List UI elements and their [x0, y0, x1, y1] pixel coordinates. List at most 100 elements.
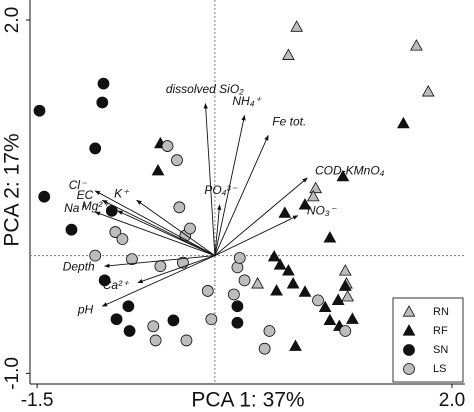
point [323, 313, 337, 325]
loading-arrow [214, 204, 222, 256]
loading-arrow [214, 134, 269, 256]
point [318, 300, 332, 313]
loading-label: pH [77, 303, 94, 317]
point [123, 325, 136, 337]
legend-label: LS [433, 363, 446, 375]
loading-label: Depth [63, 259, 95, 273]
point [96, 96, 109, 109]
point [270, 284, 283, 296]
legend-label: RN [433, 306, 449, 318]
legend-marker [402, 305, 416, 317]
loading-arrow [214, 215, 299, 257]
loading-arrow [117, 210, 216, 257]
point [89, 249, 102, 262]
loading-arrow [137, 255, 216, 284]
y-tick-label: 2.0 [2, 7, 23, 33]
point [205, 313, 218, 326]
point [346, 312, 359, 324]
point [161, 140, 174, 152]
loading-label: K⁺ [114, 187, 130, 201]
loading-arrow [104, 255, 215, 268]
loading-arrow [101, 199, 216, 257]
loading-arrow [94, 190, 216, 257]
point [65, 223, 78, 236]
point [290, 20, 304, 32]
point [227, 288, 240, 301]
point [147, 320, 160, 333]
point [251, 277, 264, 289]
point [89, 142, 102, 155]
point [122, 300, 135, 313]
point [309, 181, 323, 194]
point [336, 169, 350, 182]
legend-marker [402, 324, 416, 336]
point [258, 342, 271, 355]
legend-label: SN [433, 344, 448, 356]
loading-label: dissolved SiO₂ [166, 82, 244, 96]
point [233, 252, 246, 264]
point [273, 258, 287, 270]
loading-label: Fe tot. [272, 114, 306, 128]
point [238, 274, 251, 287]
point [263, 325, 276, 337]
loading-arrow [203, 103, 216, 256]
x-tick-label: -1.5 [21, 390, 54, 411]
loading-arrow [94, 211, 216, 257]
point [298, 198, 312, 210]
loading-label: Na⁺ [64, 201, 87, 215]
loading-label: Ca²⁺ [103, 278, 130, 292]
loading-label: PO₄³⁻ [204, 183, 238, 197]
loading-label: NO₃⁻ [307, 203, 338, 217]
point [38, 190, 51, 203]
point [267, 249, 281, 262]
x-tick-label: 2.0 [439, 390, 465, 411]
y-tick-label: -1.0 [2, 357, 23, 390]
point [116, 233, 129, 246]
point [338, 264, 352, 276]
point [282, 264, 295, 276]
point [282, 48, 295, 60]
point [126, 253, 138, 266]
loading-arrow [101, 255, 216, 307]
loading-arrow [214, 114, 246, 256]
loading-label: NH₄⁺ [232, 94, 262, 108]
loading-label: Cl⁻ [69, 178, 88, 192]
point [180, 334, 193, 347]
legend-marker [403, 344, 415, 356]
point [149, 334, 162, 347]
point [289, 339, 302, 351]
point [323, 231, 337, 243]
point [97, 77, 110, 90]
point [341, 290, 355, 302]
point [173, 201, 186, 214]
point [331, 293, 345, 305]
legend-label: RF [433, 325, 448, 337]
point [410, 39, 423, 51]
loading-arrow [214, 177, 308, 256]
y-axis-title: PCA 2: 17% [1, 133, 24, 246]
point [338, 279, 352, 291]
point [312, 294, 324, 307]
point [298, 285, 312, 297]
point [396, 116, 410, 129]
loading-label: COD-KMnO₄ [315, 164, 385, 178]
point [339, 325, 352, 337]
point [109, 226, 122, 238]
point [98, 274, 111, 287]
point [151, 163, 165, 176]
point [286, 277, 300, 289]
point [154, 260, 167, 273]
point [167, 314, 180, 327]
point [231, 316, 244, 329]
point [201, 285, 214, 297]
loading-label: EC [77, 188, 94, 202]
point [421, 85, 435, 97]
point [306, 189, 320, 202]
legend: RN RF SN LS [392, 297, 464, 383]
point [231, 300, 244, 313]
point [171, 154, 183, 167]
loading-arrow [136, 199, 216, 256]
legend-marker [403, 363, 415, 375]
point [110, 313, 123, 326]
